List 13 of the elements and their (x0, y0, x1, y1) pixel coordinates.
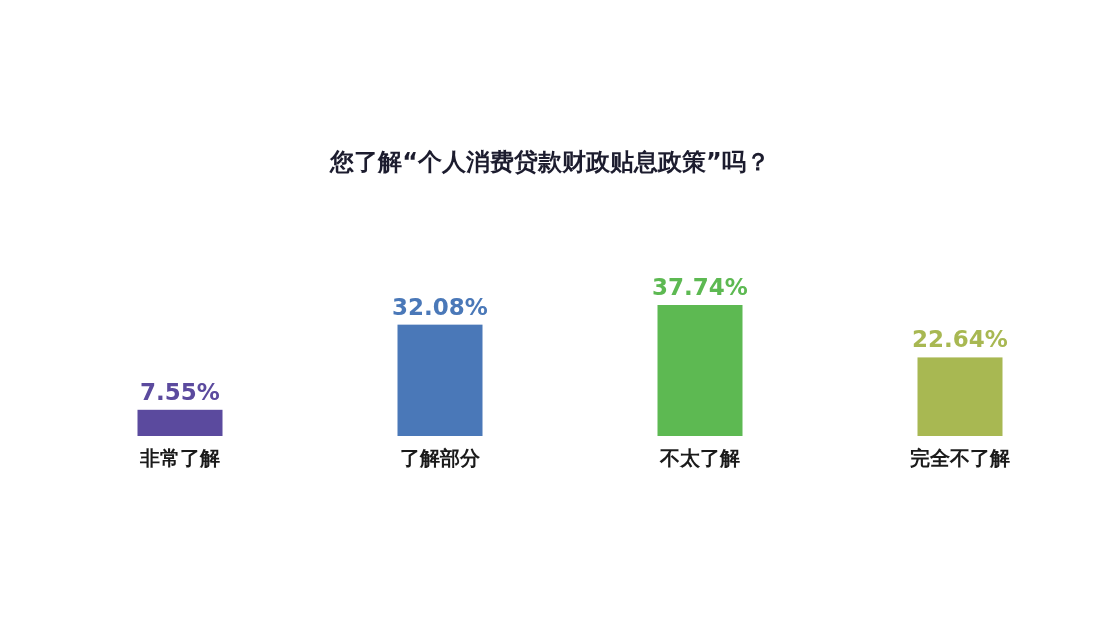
bar (917, 357, 1003, 436)
x-tick-label: 完全不了解 (910, 446, 1010, 470)
data-label: 37.74% (652, 274, 748, 300)
x-tick-label: 不太了解 (659, 446, 740, 470)
bar (137, 409, 223, 436)
bar (397, 324, 483, 436)
data-label: 7.55% (140, 378, 220, 405)
chart-title: 您了解“个人消费贷款财政贴息政策”吗？ (329, 148, 770, 176)
data-label: 32.08% (392, 293, 488, 320)
x-tick-label: 了解部分 (400, 446, 481, 470)
bar (657, 305, 743, 436)
data-label: 22.64% (912, 326, 1008, 353)
x-tick-label: 非常了解 (139, 446, 220, 470)
